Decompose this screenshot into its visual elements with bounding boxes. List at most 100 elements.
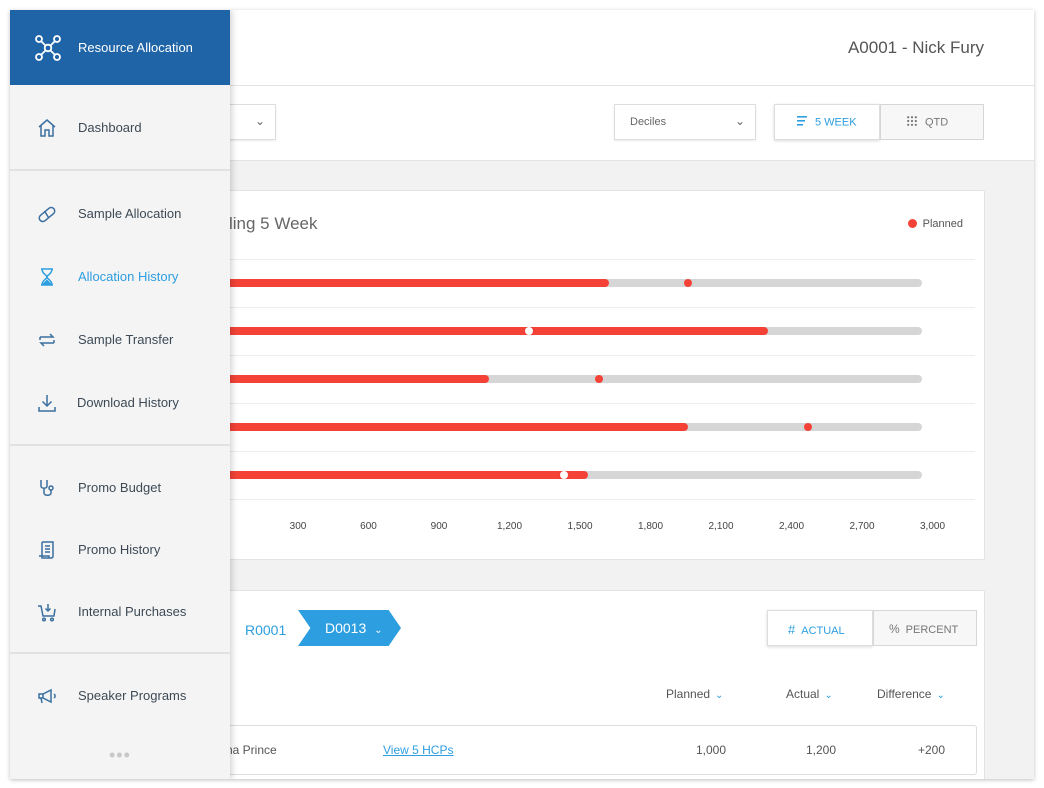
user-name[interactable]: A0001 - Nick Fury xyxy=(847,38,984,57)
planned-marker[interactable] xyxy=(595,375,604,383)
network-icon xyxy=(34,34,62,67)
sidebar-item-promo-budget[interactable]: Promo Budget xyxy=(10,466,230,510)
chevron-down-icon: ⌄ xyxy=(734,114,745,128)
planned-marker[interactable] xyxy=(525,327,534,335)
deciles-label: Deciles xyxy=(630,116,667,128)
more-ellipsis[interactable]: ••• xyxy=(109,745,131,765)
x-tick-label: 1,200 xyxy=(496,521,523,532)
row-planned: 1,000 xyxy=(696,743,727,757)
column-header-label: Difference xyxy=(877,687,932,701)
chart-gridline xyxy=(201,307,975,308)
grid-icon xyxy=(907,116,917,129)
toggle-actual-label: ACTUAL xyxy=(801,625,845,637)
sidebar-item-sample-transfer[interactable]: Sample Transfer xyxy=(10,318,230,362)
sidebar-item-download-history[interactable]: Download History xyxy=(10,381,230,425)
breadcrumb-district[interactable]: D0013 ⌄ xyxy=(298,610,401,646)
sidebar-item-promo-history[interactable]: Promo History xyxy=(10,528,230,572)
x-tick-label: 2,400 xyxy=(778,521,805,532)
sidebar-item-label: Dashboard xyxy=(78,120,142,135)
sidebar-item-label: Speaker Programs xyxy=(78,688,187,703)
chart-legend: Planned xyxy=(907,218,963,230)
hourglass-icon xyxy=(36,266,58,288)
download-icon xyxy=(36,392,58,414)
sidebar-item-label: Internal Purchases xyxy=(78,604,187,619)
toggle-percent[interactable]: % PERCENT xyxy=(873,610,977,646)
chevron-down-icon: ⌄ xyxy=(715,690,724,701)
chevron-down-icon: ⌄ xyxy=(824,690,833,701)
breadcrumb-region[interactable]: R0001 xyxy=(245,622,287,638)
sidebar-item-label: Sample Allocation xyxy=(78,206,182,221)
toggle-qtd[interactable]: QTD xyxy=(880,104,984,140)
bar-actual[interactable] xyxy=(201,471,588,479)
percent-icon: % xyxy=(889,622,900,636)
chart-card: ling 5 Week Planned 300 600 900 1,200 1,500 1… xyxy=(200,190,985,560)
x-tick-label: 1,500 xyxy=(567,521,593,532)
sidebar-item-label: Allocation History xyxy=(78,269,179,284)
sidebar-item-label: Promo History xyxy=(78,542,161,557)
sidebar-item-allocation-history[interactable]: Allocation History xyxy=(10,255,230,299)
chevron-down-icon: ⌄ xyxy=(254,114,265,128)
chart-gridline xyxy=(201,259,975,260)
sidebar-item-sample-allocation[interactable]: Sample Allocation xyxy=(10,192,230,236)
row-name: na Prince xyxy=(226,743,277,757)
chevron-down-icon: ⌄ xyxy=(374,625,383,636)
bar-actual[interactable] xyxy=(201,327,768,335)
sidebar-item-label: Promo Budget xyxy=(78,480,162,495)
app-window: A0001 - Nick Fury ⌄ Deciles ⌄ 5 WEEK QTD… xyxy=(10,10,1034,779)
breadcrumb-district-label: D0013 xyxy=(325,620,367,636)
scroll-icon xyxy=(36,539,58,561)
toggle-qtd-label: QTD xyxy=(925,116,949,129)
chart-gridline xyxy=(201,403,975,404)
bar-actual[interactable] xyxy=(201,375,490,383)
legend-label: Planned xyxy=(922,218,963,230)
sidebar-divider xyxy=(10,652,230,654)
chart-title: ling 5 Week xyxy=(229,214,318,233)
sidebar: Resource Allocation Dashboard Sample All… xyxy=(10,10,230,779)
legend-dot xyxy=(907,219,917,228)
chevron-down-icon: ⌄ xyxy=(936,690,945,701)
cart-icon xyxy=(36,601,58,623)
deciles-select[interactable]: Deciles ⌄ xyxy=(614,104,756,140)
x-tick-label: 2,700 xyxy=(849,521,875,532)
planned-marker[interactable] xyxy=(560,471,569,479)
x-tick-label: 600 xyxy=(360,521,377,532)
sidebar-item-internal-purchases[interactable]: Internal Purchases xyxy=(10,590,230,634)
column-header-label: Planned xyxy=(666,687,711,701)
sidebar-divider xyxy=(10,169,230,171)
megaphone-icon xyxy=(36,685,58,707)
bar-actual[interactable] xyxy=(201,423,689,431)
chart-gridline xyxy=(201,355,975,356)
transfer-icon xyxy=(36,329,58,351)
row-difference: +200 xyxy=(918,743,946,757)
toggle-actual[interactable]: # ACTUAL xyxy=(767,610,873,646)
planned-marker[interactable] xyxy=(684,279,693,287)
bar-actual[interactable] xyxy=(201,279,609,287)
column-header-actual[interactable]: Actual ⌄ xyxy=(786,687,833,701)
stethoscope-icon xyxy=(36,477,58,499)
x-tick-label: 2,100 xyxy=(708,521,734,532)
x-tick-label: 1,800 xyxy=(637,521,664,532)
view-hcps-link[interactable]: View 5 HCPs xyxy=(383,743,454,757)
toggle-5-week[interactable]: 5 WEEK xyxy=(774,104,880,140)
chart-gridline xyxy=(201,451,975,452)
row-actual: 1,200 xyxy=(806,743,837,757)
brand-label: Resource Allocation xyxy=(78,40,193,55)
column-header-difference[interactable]: Difference ⌄ xyxy=(877,687,945,701)
sidebar-brand[interactable]: Resource Allocation xyxy=(10,10,230,85)
column-header-label: Actual xyxy=(786,687,820,701)
chart-gridline xyxy=(201,499,975,500)
planned-marker[interactable] xyxy=(803,423,812,431)
x-tick-label: 3,000 xyxy=(919,521,946,532)
pill-icon xyxy=(36,203,58,225)
sidebar-item-dashboard[interactable]: Dashboard xyxy=(10,106,230,150)
x-tick-label: 900 xyxy=(430,521,448,532)
column-header-planned[interactable]: Planned ⌄ xyxy=(666,687,723,701)
hash-icon: # xyxy=(788,622,796,637)
table-row[interactable]: na Prince View 5 HCPs 1,000 1,200 +200 xyxy=(201,725,977,775)
toggle-5-week-label: 5 WEEK xyxy=(815,116,857,129)
sidebar-item-label: Download History xyxy=(77,395,179,410)
x-tick-label: 300 xyxy=(289,521,307,532)
sidebar-item-label: Sample Transfer xyxy=(78,332,174,347)
table-card: › R0001 D0013 ⌄ #ACTUAL %PERCENT Planned… xyxy=(200,590,985,779)
sidebar-item-speaker-programs[interactable]: Speaker Programs xyxy=(10,674,230,718)
